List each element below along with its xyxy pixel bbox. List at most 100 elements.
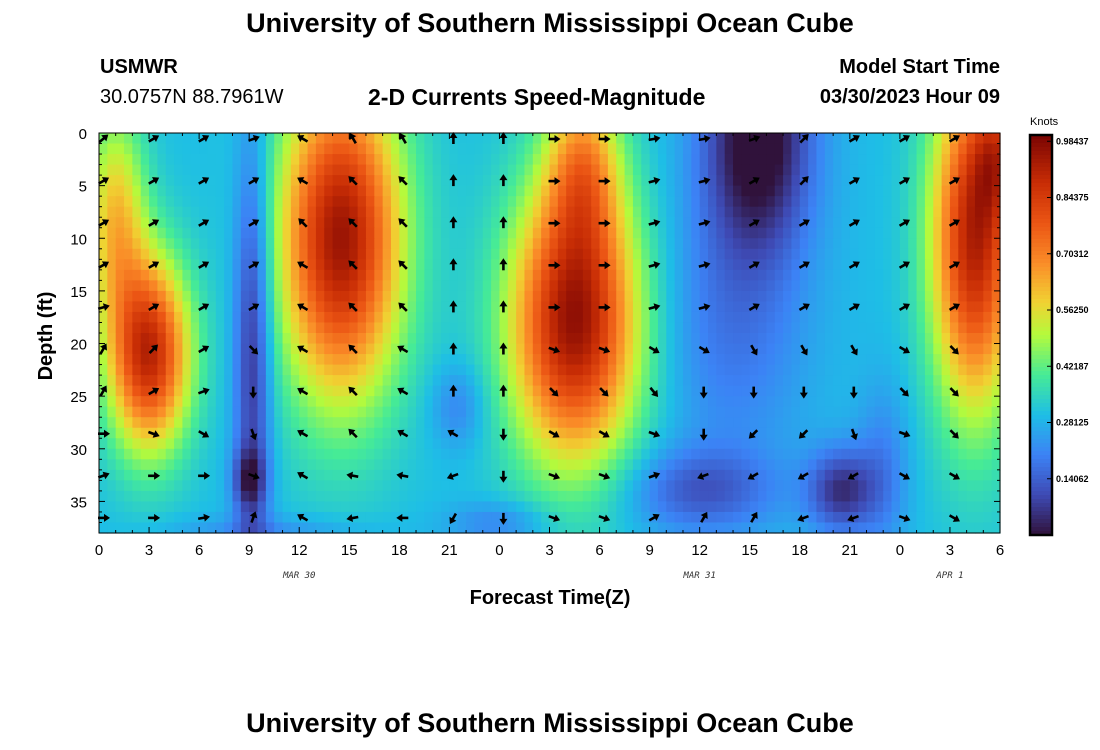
heatmap-cell: [457, 522, 467, 534]
heatmap-cell: [265, 280, 275, 292]
heatmap-cell: [582, 354, 592, 366]
heatmap-cell: [340, 522, 350, 534]
heatmap-cell: [390, 248, 400, 260]
heatmap-cell: [991, 154, 1001, 166]
heatmap-cell: [374, 196, 384, 208]
heatmap-cell: [541, 269, 551, 281]
heatmap-cell: [449, 490, 459, 503]
heatmap-cell: [849, 501, 859, 513]
heatmap-cell: [791, 322, 801, 334]
heatmap-cell: [507, 375, 517, 387]
heatmap-cell: [799, 459, 809, 471]
heatmap-cell: [324, 396, 334, 408]
heatmap-cell: [532, 238, 542, 250]
heatmap-cell: [365, 133, 375, 145]
current-vector-arrow: [649, 386, 659, 397]
heatmap-cell: [941, 354, 951, 366]
heatmap-cell: [899, 154, 909, 166]
heatmap-cell: [332, 480, 342, 492]
heatmap-cell: [674, 175, 684, 187]
heatmap-cell: [140, 248, 150, 260]
heatmap-cell: [682, 206, 692, 218]
heatmap-cell: [224, 143, 234, 155]
heatmap-cell: [340, 154, 350, 166]
heatmap-cell: [282, 333, 292, 345]
heatmap-cell: [449, 417, 459, 429]
heatmap-cell: [374, 175, 384, 187]
heatmap-cell: [657, 354, 667, 366]
heatmap-cell: [374, 143, 384, 155]
heatmap-cell: [149, 238, 158, 250]
heatmap-cell: [874, 396, 884, 408]
heatmap-cell: [908, 333, 918, 345]
heatmap-cell: [507, 511, 517, 524]
heatmap-cell: [349, 154, 359, 166]
heatmap-cell: [674, 154, 684, 166]
arrow-head: [703, 134, 711, 143]
heatmap-cell: [282, 501, 292, 513]
heatmap-cell: [382, 375, 392, 387]
heatmap-cell: [641, 143, 651, 155]
heatmap-cell: [991, 269, 1001, 281]
heatmap-cell: [966, 511, 976, 524]
heatmap-cell: [849, 417, 859, 429]
heatmap-cell: [833, 185, 843, 197]
heatmap-cell: [516, 490, 526, 503]
heatmap-cell: [899, 196, 909, 208]
heatmap-cell: [632, 448, 642, 460]
heatmap-cell: [983, 364, 993, 376]
heatmap-cell: [532, 133, 542, 145]
arrow-head: [252, 261, 260, 269]
heatmap-cell: [340, 501, 350, 513]
heatmap-cell: [691, 396, 701, 408]
heatmap-cell: [616, 175, 626, 187]
heatmap-cell: [833, 333, 843, 345]
heatmap-cell: [849, 375, 859, 387]
heatmap-cell: [674, 259, 684, 271]
heatmap-cell: [207, 154, 217, 166]
current-vector-arrow: [396, 471, 409, 480]
heatmap-cell: [632, 217, 642, 229]
heatmap-cell: [883, 185, 893, 197]
heatmap-cell: [232, 438, 242, 450]
heatmap-cell: [824, 343, 834, 355]
heatmap-cell: [808, 154, 818, 166]
heatmap-cell: [549, 333, 559, 345]
heatmap-cell: [224, 438, 234, 450]
heatmap-cell: [432, 417, 442, 429]
heatmap-cell: [190, 196, 200, 208]
heatmap-cell: [733, 396, 742, 408]
heatmap-cell: [766, 248, 776, 260]
arrow-head: [101, 177, 110, 185]
heatmap-cell: [282, 490, 292, 503]
heatmap-cell: [290, 480, 300, 492]
heatmap-cell: [457, 196, 467, 208]
current-vector-arrow: [248, 219, 260, 227]
heatmap-cell: [482, 301, 492, 313]
heatmap-cell: [566, 427, 576, 439]
heatmap-cell: [182, 175, 192, 187]
heatmap-cell: [591, 354, 601, 366]
heatmap-cell: [983, 427, 993, 439]
heatmap-cell: [491, 290, 501, 303]
heatmap-cell: [190, 511, 200, 524]
heatmap-cell: [240, 438, 250, 450]
heatmap-cell: [332, 364, 342, 376]
heatmap-cell: [524, 175, 534, 187]
heatmap-cell: [632, 238, 642, 250]
current-vector-arrow: [699, 428, 708, 441]
heatmap-cell: [841, 269, 851, 281]
heatmap-cell: [924, 217, 934, 229]
heatmap-cell: [249, 206, 259, 218]
heatmap-cell: [599, 333, 609, 345]
heatmap-cell: [124, 427, 133, 439]
heatmap-cell: [858, 459, 868, 471]
heatmap-cell: [841, 480, 851, 492]
heatmap-cell: [332, 427, 342, 439]
heatmap-cell: [516, 438, 526, 450]
heatmap-cell: [649, 438, 659, 450]
heatmap-cell: [199, 238, 209, 250]
heatmap-cell: [132, 364, 142, 376]
heatmap-cell: [924, 396, 934, 408]
heatmap-cell: [290, 154, 300, 166]
